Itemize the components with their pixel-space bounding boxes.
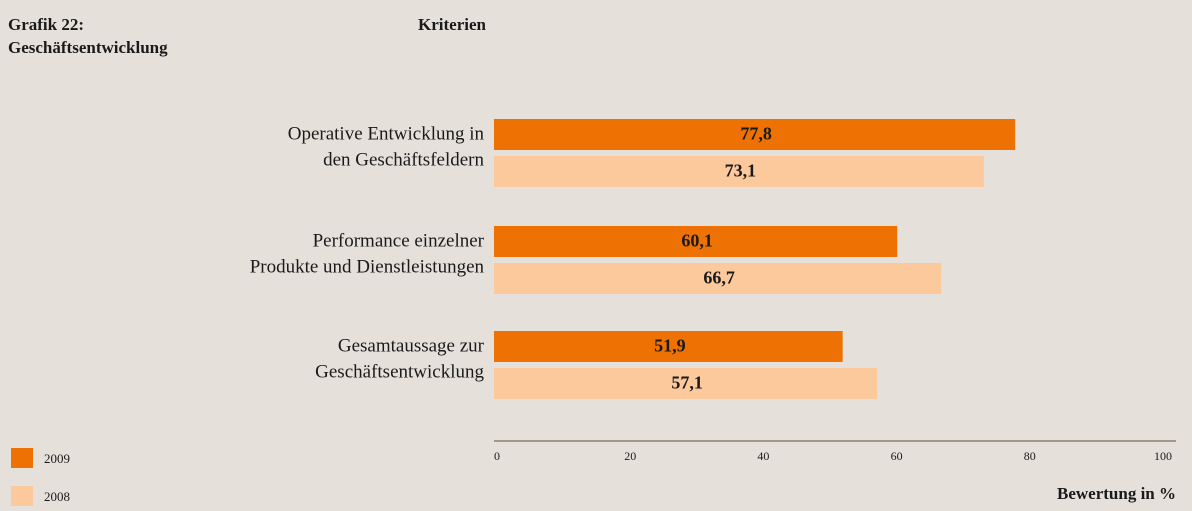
value-label: 51,9 xyxy=(654,336,686,356)
x-tick-label: 20 xyxy=(624,449,636,463)
legend-swatch xyxy=(11,486,33,506)
category-label: den Geschäftsfeldern xyxy=(323,149,484,170)
category-label: Gesamtaussage zur xyxy=(338,335,485,356)
x-tick-label: 80 xyxy=(1024,449,1036,463)
bar xyxy=(494,119,1016,150)
x-tick-label: 40 xyxy=(757,449,769,463)
chart-title: Geschäftsentwicklung xyxy=(8,38,168,57)
value-label: 66,7 xyxy=(703,268,735,288)
bar xyxy=(494,368,878,399)
x-tick-label: 0 xyxy=(494,449,500,463)
value-label: 77,8 xyxy=(740,124,772,144)
category-label: Performance einzelner xyxy=(313,230,485,251)
x-tick-label: 60 xyxy=(891,449,903,463)
bar xyxy=(494,226,898,257)
legend-label: 2008 xyxy=(44,489,70,504)
legend-label: 2009 xyxy=(44,451,70,466)
value-label: 73,1 xyxy=(725,161,757,181)
y-axis-label: Kriterien xyxy=(418,15,487,34)
bar xyxy=(494,156,984,187)
category-label: Produkte und Dienstleistungen xyxy=(250,256,485,277)
x-axis-label: Bewertung in % xyxy=(1057,484,1176,503)
value-label: 60,1 xyxy=(681,231,713,251)
legend-swatch xyxy=(11,448,33,468)
chart-title: Grafik 22: xyxy=(8,15,84,34)
bar xyxy=(494,263,942,294)
value-label: 57,1 xyxy=(671,373,703,393)
category-label: Geschäftsentwicklung xyxy=(315,361,484,382)
category-label: Operative Entwicklung in xyxy=(288,123,485,144)
bar xyxy=(494,331,843,362)
x-tick-label: 100 xyxy=(1154,449,1172,463)
